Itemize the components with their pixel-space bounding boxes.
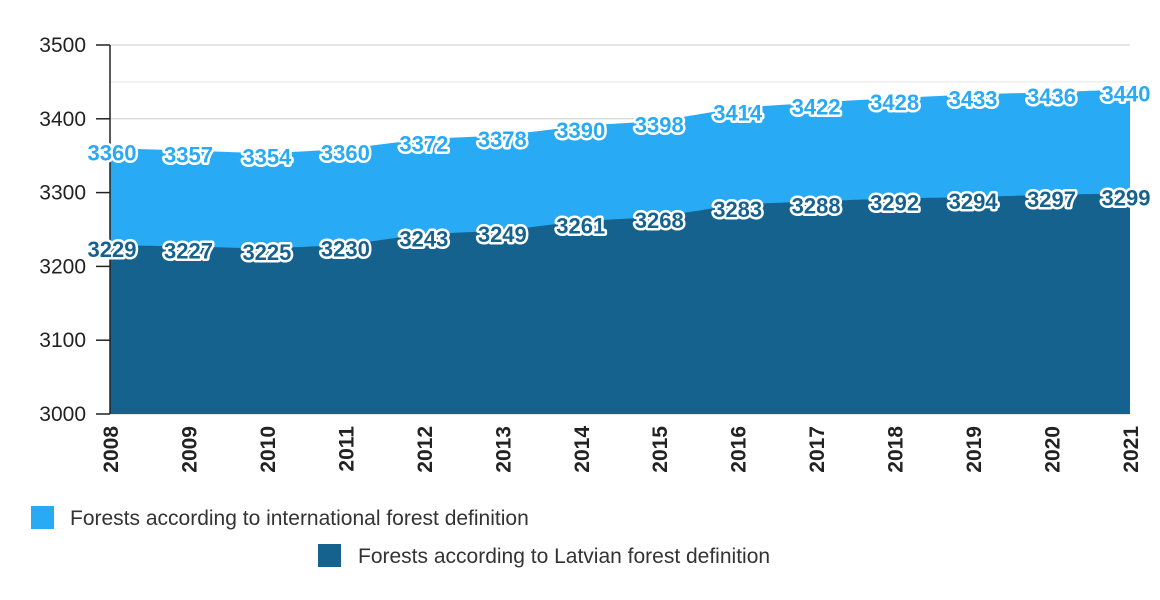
series-area-2 (110, 193, 1130, 414)
x-tick-label: 2016 (728, 426, 751, 473)
x-tick-label: 2010 (257, 426, 280, 473)
data-label: 3288 (792, 193, 841, 218)
y-tick-label: 3000 (39, 403, 86, 426)
data-label: 3225 (242, 240, 291, 265)
data-label: 3440 (1102, 81, 1151, 106)
x-tick-label: 2017 (806, 426, 829, 473)
data-label: 3428 (870, 90, 919, 115)
legend-label: Forests according to Latvian forest defi… (358, 545, 770, 568)
data-label: 3433 (949, 86, 998, 111)
x-tick-label: 2015 (649, 426, 672, 473)
data-label: 3229 (88, 237, 137, 262)
legend-swatch (31, 506, 54, 529)
x-tick-label: 2008 (100, 426, 123, 473)
series-areas (110, 89, 1130, 414)
data-label: 3243 (399, 227, 448, 252)
x-tick-label: 2013 (492, 426, 515, 473)
data-labels: 3360 3357 3354 3360 3372 3378 3390 3398 3414 3422… (85, 79, 1153, 268)
x-tick-label: 2011 (335, 426, 358, 472)
data-label: 3294 (949, 189, 999, 214)
legend-label: Forests according to international fores… (70, 507, 529, 530)
data-label: 3398 (635, 112, 684, 137)
y-tick-label: 3300 (39, 182, 86, 205)
data-label: 3261 (556, 213, 605, 238)
data-label: 3354 (242, 145, 292, 170)
y-tick-label: 3500 (39, 34, 86, 57)
data-label: 3360 (88, 140, 137, 165)
data-label: 3268 (635, 208, 684, 233)
axes: 3000 3100 3200 3300 3400 3500 2008 2009 2010 2011… (39, 34, 1143, 473)
y-tick-label: 3200 (39, 255, 86, 278)
data-label: 3249 (478, 222, 527, 247)
x-tick-label: 2019 (963, 426, 986, 473)
y-tick-label: 3100 (39, 329, 86, 352)
data-label: 3297 (1027, 187, 1076, 212)
legend: Forests according to international fores… (31, 506, 770, 568)
x-tick-label: 2012 (414, 426, 437, 473)
data-label: 3360 (321, 140, 370, 165)
data-label: 3436 (1027, 84, 1076, 109)
x-tick-label: 2009 (178, 426, 201, 473)
data-label: 3283 (713, 197, 762, 222)
data-label: 3357 (164, 143, 213, 168)
x-tick-label: 2020 (1042, 426, 1065, 473)
x-tick-label: 2018 (885, 426, 908, 473)
data-label: 3422 (792, 95, 841, 120)
data-label: 3299 (1102, 185, 1151, 210)
x-tick-label: 2021 (1120, 426, 1143, 473)
legend-swatch (318, 544, 341, 567)
data-label: 3230 (321, 236, 370, 261)
data-label: 3414 (713, 100, 763, 125)
data-label: 3372 (399, 131, 448, 156)
y-tick-label: 3400 (39, 108, 86, 131)
data-label: 3292 (870, 191, 919, 216)
data-label: 3227 (164, 238, 213, 263)
data-label: 3378 (478, 127, 527, 152)
x-tick-label: 2014 (571, 426, 594, 473)
data-label: 3390 (556, 118, 605, 143)
